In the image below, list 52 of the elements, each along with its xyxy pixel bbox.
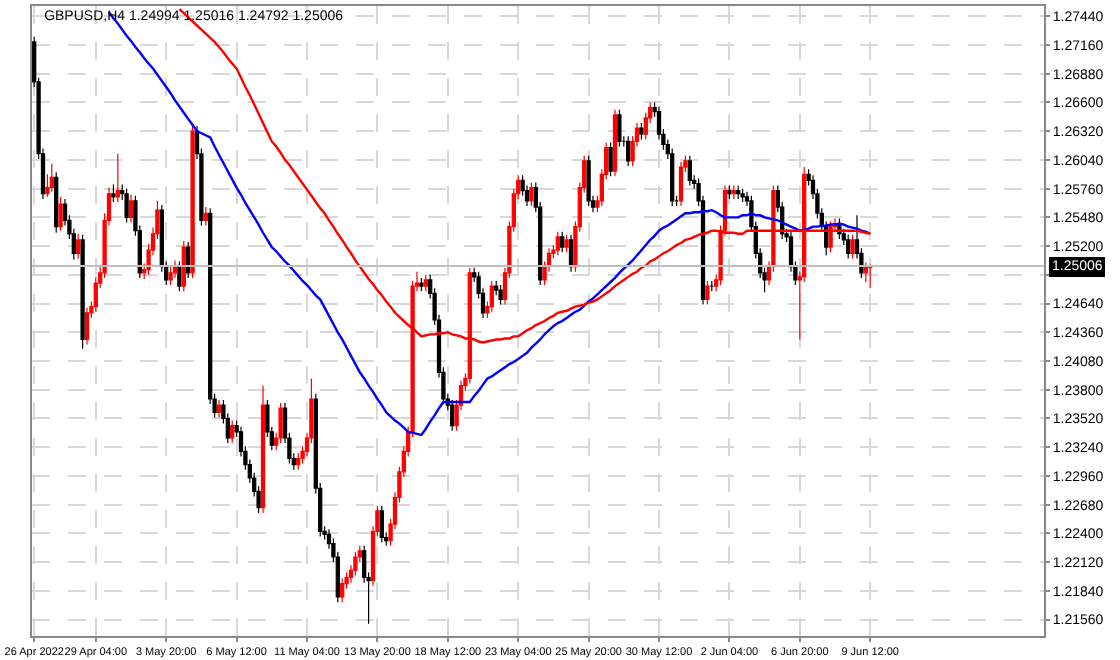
candlestick: [115, 153, 120, 203]
candlestick: [450, 399, 455, 432]
candlestick: [568, 234, 574, 273]
candlestick: [850, 234, 855, 260]
candlestick: [54, 171, 59, 234]
candlestick: [230, 419, 235, 444]
candlestick: [828, 220, 833, 253]
candlestick: [340, 577, 345, 603]
candlestick: [705, 280, 710, 306]
candlestick: [181, 240, 186, 292]
candlestick: [58, 196, 63, 232]
candlestick: [76, 233, 81, 260]
candlestick: [863, 261, 868, 283]
candlestick: [626, 135, 631, 167]
candlestick: [84, 307, 90, 346]
candlestick: [49, 163, 54, 193]
candlestick: [124, 188, 129, 224]
candlestick: [608, 141, 613, 177]
candlestick: [111, 183, 116, 203]
candlestick: [260, 385, 266, 514]
candlestick: [296, 452, 301, 471]
candlestick: [80, 234, 85, 350]
candlestick: [423, 274, 428, 292]
candlestick: [379, 505, 384, 544]
candlestick: [678, 161, 684, 207]
candlestick: [278, 402, 283, 444]
candlestick: [564, 234, 569, 253]
candlestick: [203, 206, 208, 227]
candlestick: [128, 194, 134, 224]
candlestick: [586, 155, 591, 207]
candlestick: [617, 109, 622, 148]
candlestick: [731, 184, 736, 200]
candlestick: [353, 551, 358, 577]
candlestick: [709, 280, 714, 292]
candlestick: [177, 260, 182, 292]
candlestick: [727, 184, 732, 200]
candlestick: [489, 280, 494, 313]
candlestick: [555, 231, 560, 256]
candlestick: [529, 181, 534, 207]
candlestick: [216, 399, 222, 419]
candlestick: [612, 109, 618, 177]
candlestick: [172, 259, 178, 279]
candlestick: [736, 184, 741, 200]
candlestick: [639, 122, 644, 140]
candlestick: [498, 284, 503, 306]
candlestick: [740, 188, 745, 203]
candlestick: [419, 277, 424, 292]
candlestick: [190, 124, 195, 279]
candlestick: [846, 234, 851, 260]
candlestick: [560, 231, 565, 253]
candlestick: [168, 266, 173, 286]
candlestick: [687, 155, 692, 187]
